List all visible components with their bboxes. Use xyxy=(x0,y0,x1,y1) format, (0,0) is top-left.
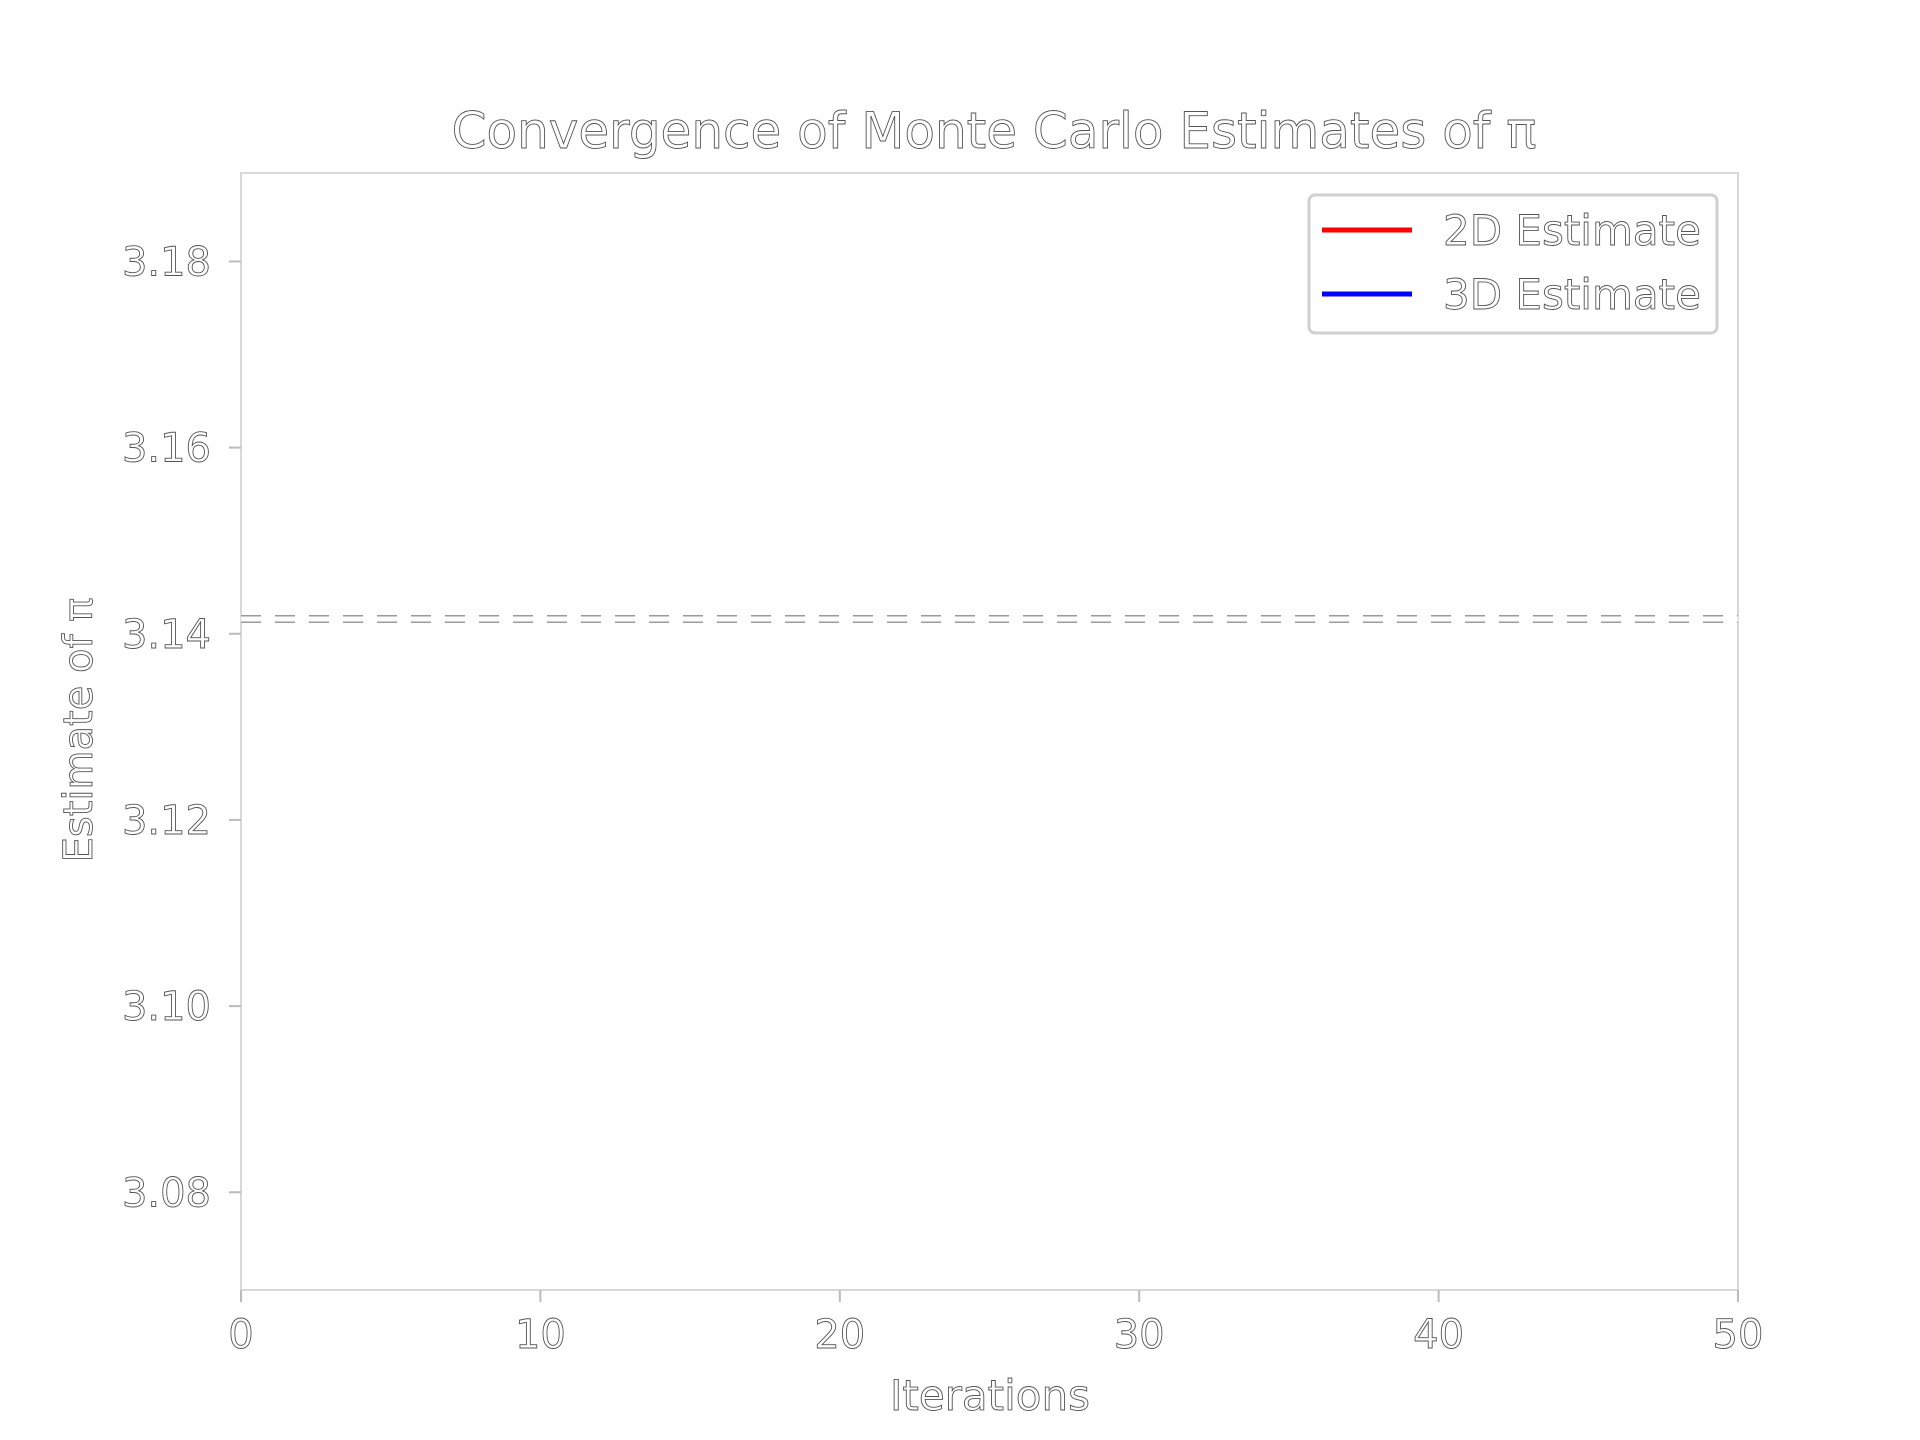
x-axis: 0 10 20 30 40 50 xyxy=(228,1290,1764,1358)
legend-label: 3D Estimate xyxy=(1443,270,1701,319)
x-tick-label: 10 xyxy=(515,1312,566,1358)
plot-area xyxy=(240,172,1739,1291)
y-tick-label: 3.10 xyxy=(122,984,211,1030)
x-tick-label: 40 xyxy=(1413,1312,1464,1358)
y-axis-label: Estimate of π xyxy=(56,598,102,863)
chart-title: Convergence of Monte Carlo Estimates of … xyxy=(452,102,1537,160)
x-tick-label: 30 xyxy=(1114,1312,1165,1358)
y-axis: 3.08 3.10 3.12 3.14 3.16 3.18 xyxy=(121,239,241,1217)
y-tick-label: 3.16 xyxy=(122,426,211,472)
x-tick-label: 0 xyxy=(228,1312,253,1358)
y-tick-label: 3.12 xyxy=(122,798,211,844)
legend-label: 2D Estimate xyxy=(1443,206,1701,255)
x-tick-label: 50 xyxy=(1713,1312,1764,1358)
x-tick-label: 20 xyxy=(814,1312,865,1358)
legend: 2D Estimate 3D Estimate xyxy=(1307,193,1719,335)
y-tick-label: 3.18 xyxy=(122,239,211,285)
y-tick-label: 3.08 xyxy=(122,1170,211,1216)
legend-entries: 2D Estimate 3D Estimate xyxy=(1322,206,1701,319)
y-tick-label: 3.14 xyxy=(122,612,211,658)
x-axis-label: Iterations xyxy=(890,1371,1090,1420)
